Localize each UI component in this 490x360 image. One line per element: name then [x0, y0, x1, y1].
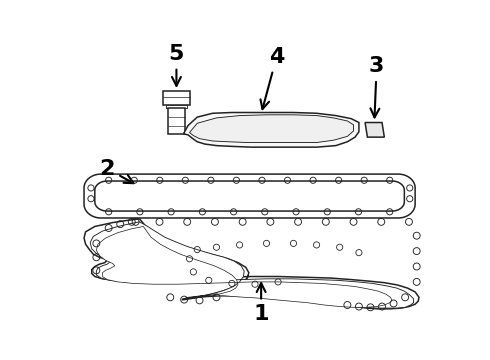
Text: 1: 1: [253, 283, 269, 324]
Text: 5: 5: [169, 44, 184, 86]
Text: 3: 3: [369, 56, 384, 117]
Polygon shape: [365, 122, 384, 137]
Polygon shape: [168, 108, 185, 134]
Polygon shape: [183, 112, 359, 147]
Text: 4: 4: [261, 47, 284, 109]
Polygon shape: [163, 91, 190, 105]
Text: 2: 2: [99, 159, 133, 183]
Polygon shape: [97, 226, 392, 307]
Polygon shape: [84, 219, 419, 309]
Polygon shape: [166, 105, 187, 108]
Polygon shape: [90, 222, 414, 308]
Polygon shape: [95, 181, 404, 211]
Polygon shape: [84, 174, 415, 218]
Polygon shape: [190, 115, 354, 143]
